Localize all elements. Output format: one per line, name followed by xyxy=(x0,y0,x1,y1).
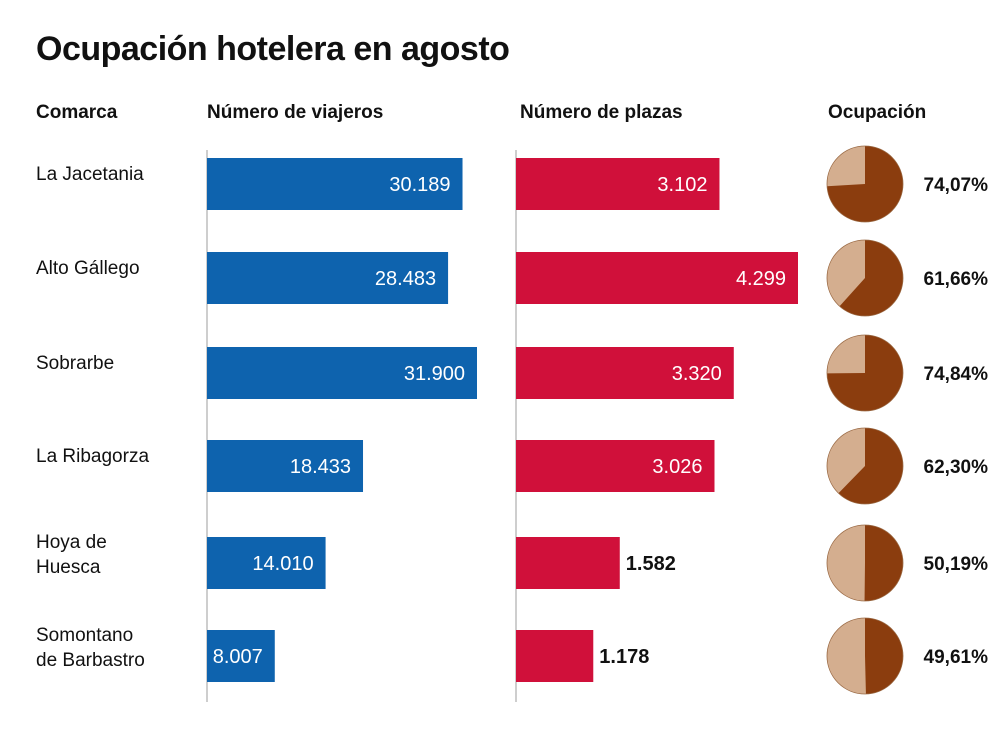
pie-outline xyxy=(826,427,904,505)
viajeros-bar xyxy=(207,630,275,682)
viajeros-bar xyxy=(207,537,326,589)
ocupacion-value-label: 62,30% xyxy=(924,457,989,478)
ocupacion-value-label: 74,07% xyxy=(924,175,989,196)
ocupacion-pie xyxy=(826,145,904,223)
pie-slice-occupied xyxy=(827,146,903,222)
ocupacion-pie xyxy=(826,617,904,695)
comarca-label: Somontano de Barbastro xyxy=(36,625,145,671)
plazas-bar xyxy=(516,537,620,589)
header-plazas: Número de plazas xyxy=(520,102,683,123)
viajeros-bar xyxy=(207,158,463,210)
viajeros-bar xyxy=(207,347,477,399)
pie-outline xyxy=(826,145,904,223)
pie-slice-occupied xyxy=(827,335,903,411)
pie-slice-occupied xyxy=(864,525,903,602)
pie-outline xyxy=(826,617,904,695)
plazas-value-label: 4.299 xyxy=(736,268,786,290)
comarca-label: Alto Gállego xyxy=(36,258,140,279)
ocupacion-value-label: 49,61% xyxy=(924,647,989,668)
viajeros-value-label: 31.900 xyxy=(404,363,465,385)
viajeros-bar xyxy=(207,440,364,492)
header-ocupacion: Ocupación xyxy=(828,102,927,123)
pie-outline xyxy=(826,334,904,412)
pie-slice-occupied xyxy=(838,428,903,504)
viajeros-value-label: 30.189 xyxy=(389,174,450,196)
comarca-label: La Ribagorza xyxy=(36,446,149,467)
plazas-value-label: 1.582 xyxy=(626,553,676,575)
plazas-value-label: 1.178 xyxy=(599,646,649,668)
plazas-value-label: 3.102 xyxy=(657,174,707,196)
ocupacion-value-label: 50,19% xyxy=(924,554,989,575)
pie-slice-occupied xyxy=(865,617,904,694)
plazas-value-label: 3.320 xyxy=(672,363,722,385)
header-comarca: Comarca xyxy=(36,102,118,123)
comarca-label: Hoya de Huesca xyxy=(36,532,107,578)
plazas-value-label: 3.026 xyxy=(652,456,702,478)
plazas-bar xyxy=(516,158,720,210)
pie-slice-occupied xyxy=(839,240,903,316)
comarca-label: Sobrarbe xyxy=(36,353,114,374)
comarca-label: La Jacetania xyxy=(36,164,144,185)
ocupacion-pie xyxy=(826,239,904,317)
viajeros-bar xyxy=(207,252,449,304)
pie-outline xyxy=(826,524,904,602)
ocupacion-pie xyxy=(826,524,904,602)
chart-title: Ocupación hotelera en agosto xyxy=(36,30,510,68)
ocupacion-value-label: 74,84% xyxy=(924,364,989,385)
viajeros-value-label: 18.433 xyxy=(290,456,351,478)
plazas-bar xyxy=(516,440,715,492)
viajeros-value-label: 28.483 xyxy=(375,268,436,290)
pie-outline xyxy=(826,239,904,317)
header-viajeros: Número de viajeros xyxy=(207,102,384,123)
plazas-bar xyxy=(516,630,594,682)
plazas-bar xyxy=(516,252,798,304)
plazas-bar xyxy=(516,347,734,399)
ocupacion-pie xyxy=(826,427,904,505)
ocupacion-pie xyxy=(826,334,904,412)
viajeros-value-label: 8.007 xyxy=(213,646,263,668)
ocupacion-value-label: 61,66% xyxy=(924,269,989,290)
viajeros-value-label: 14.010 xyxy=(252,553,313,575)
